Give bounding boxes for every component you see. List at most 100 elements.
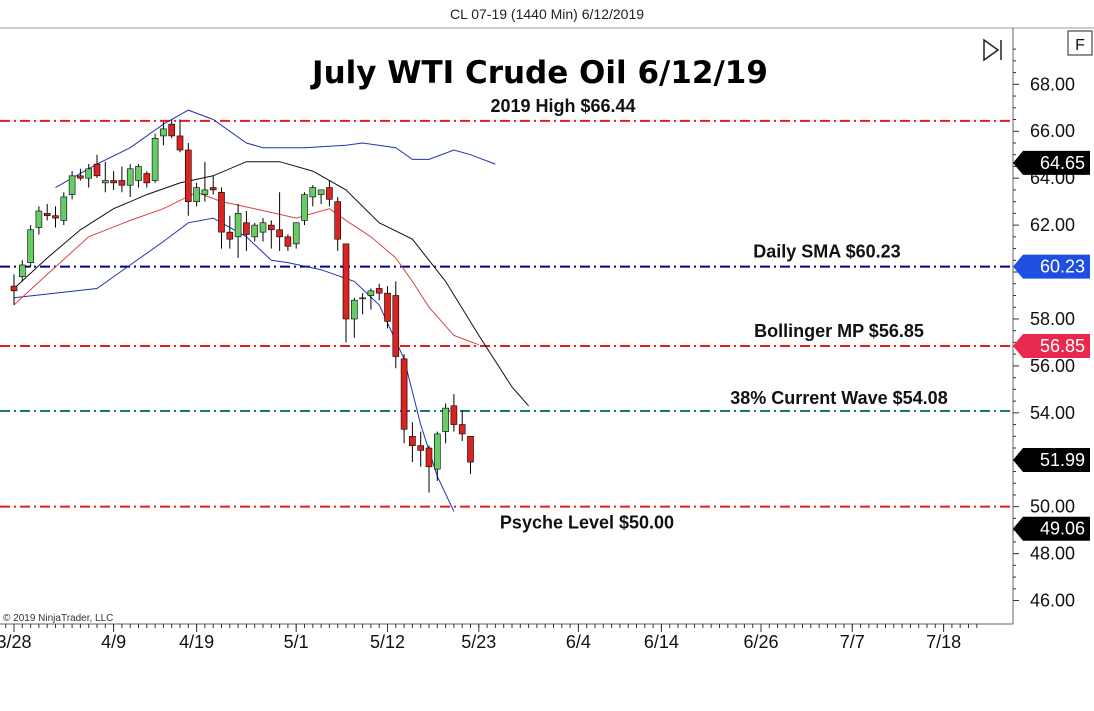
candle-body [226,231,234,240]
candle-body [292,222,300,245]
candle-body [176,135,184,151]
candle-body [276,229,283,238]
x-tick-label: 4/9 [101,632,126,652]
price-tag-label: 51.99 [1040,450,1085,470]
candle-body [110,180,117,184]
copyright-text: © 2019 NinjaTrader, LLC [3,613,113,624]
candle-body [126,168,134,186]
candle-body [342,243,350,320]
candlesticks [10,119,474,493]
candle-body [458,424,466,435]
candle-body [68,175,76,195]
level-label: Bollinger MP $56.85 [754,321,924,341]
bollinger-lower-line [13,217,455,512]
level-label: 38% Current Wave $54.08 [730,388,947,408]
f-button[interactable]: F [1067,30,1093,56]
x-tick-label: 3/28 [0,632,32,652]
candle-body [135,166,142,181]
x-tick-label: 7/7 [840,632,865,652]
candle-body [185,149,192,202]
y-tick-label: 66.00 [1030,121,1075,141]
f-button-label: F [1075,37,1085,54]
candle-body [267,224,275,231]
price-tag-label: 64.65 [1040,153,1085,173]
candle-body [326,187,333,200]
skip-to-end-icon[interactable] [983,38,1002,62]
sma-line [13,161,529,407]
level-label: Psyche Level $50.00 [500,513,674,533]
candle-body [143,173,151,184]
candle-body [259,222,267,233]
candle-body [384,292,391,322]
candle-body [151,137,159,181]
level-label: 2019 High $66.44 [490,96,635,116]
candle-body [77,175,84,179]
candle-body [168,123,175,137]
candle-body [18,264,26,278]
candle-body [35,210,43,228]
candle-body [243,222,250,235]
chart-header: CL 07-19 (1440 Min) 6/12/2019 [450,6,644,22]
bollinger-mid-line [13,191,479,346]
candle-body [425,447,433,468]
candle-body [93,163,101,177]
candle-body [442,407,449,432]
candle-body [118,180,126,186]
x-tick-label: 6/4 [566,632,591,652]
y-tick-label: 56.00 [1030,356,1075,376]
price-tag [1013,333,1090,358]
y-tick-label: 48.00 [1030,544,1075,564]
price-tag [1013,516,1090,541]
x-tick-label: 6/14 [644,632,679,652]
candle-body [218,191,225,233]
candle-body [359,297,366,300]
candle-body [433,433,441,470]
price-tag-label: 56.85 [1040,336,1085,356]
candle-body [334,201,342,240]
indicator-lines [13,109,529,512]
candle-body [301,194,308,221]
x-tick-label: 5/23 [461,632,496,652]
y-tick-label: 58.00 [1030,309,1075,329]
candle-body [85,168,92,179]
candle-body [209,187,217,191]
candle-body [392,295,400,357]
candle-body [400,358,408,430]
y-tick-label: 62.00 [1030,215,1075,235]
price-tag [1013,150,1090,175]
x-tick-label: 5/12 [370,632,405,652]
x-tick-label: 4/19 [179,632,214,652]
y-tick-label: 46.00 [1030,591,1075,611]
candle-body [317,189,325,195]
level-lines: 2019 High $66.44 Daily SMA $60.23 Bollinge… [0,96,1013,533]
y-tick-label: 54.00 [1030,403,1075,423]
candle-body [193,187,200,202]
candle-body [350,299,358,320]
level-label: Daily SMA $60.23 [753,242,900,262]
candle-body [367,290,375,296]
y-tick-label: 50.00 [1030,497,1075,517]
candle-body [309,187,317,198]
candle-body [467,435,474,463]
price-tags: 64.65 60.23 56.85 51.99 49.06 [1013,150,1090,541]
candle-body [102,180,109,184]
candle-body [375,288,383,294]
candle-body [417,445,425,451]
candle-body [160,128,167,137]
price-tag [1013,254,1090,279]
candle-body [201,189,209,195]
candle-body [450,405,458,425]
x-tick-label: 7/18 [926,632,961,652]
candle-body [27,229,34,263]
candle-body [52,215,59,219]
price-tag-label: 60.23 [1040,257,1085,277]
candle-body [43,213,51,217]
x-tick-label: 5/1 [284,632,309,652]
candle-body [60,196,68,221]
x-axis: 3/28 4/9 4/19 5/1 5/12 5/23 6/4 6/14 6/26 7/7 7/18 [0,624,978,652]
price-tag-label: 49.06 [1040,519,1085,539]
candle-body [234,213,242,238]
candle-body [409,435,416,446]
candle-body [284,236,292,247]
